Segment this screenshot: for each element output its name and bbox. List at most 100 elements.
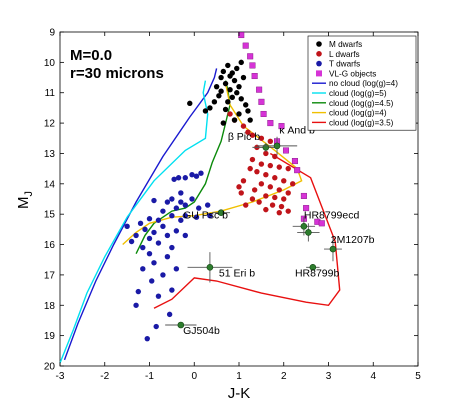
data-point [249, 196, 256, 202]
legend-label: no cloud (log(g)=4) [329, 79, 398, 88]
x-tick-label: 3 [326, 371, 332, 382]
data-point [207, 213, 213, 219]
labeled-object: 2M1207b [324, 234, 375, 262]
data-point [193, 214, 200, 220]
data-point [249, 156, 256, 163]
data-point [164, 253, 171, 260]
data-point [256, 199, 262, 205]
vlg-point [318, 220, 325, 227]
y-tick-label: 19 [44, 331, 56, 342]
labeled-object: 51 Eri b [187, 252, 255, 283]
legend-label: L dwarfs [329, 50, 360, 59]
x-tick-label: 2 [281, 371, 287, 382]
y-tick-label: 10 [44, 58, 56, 69]
data-point [135, 288, 142, 295]
data-point [227, 111, 233, 117]
vlg-point [294, 167, 301, 174]
data-point [187, 100, 193, 107]
x-tick-label: -2 [100, 371, 109, 382]
vlg-point [303, 205, 310, 212]
labeled-object: GU Psc b [183, 209, 231, 222]
data-point [276, 209, 282, 216]
vlg-point [256, 86, 263, 93]
data-point [151, 229, 157, 236]
legend-entry: M dwarfs [316, 40, 362, 49]
object-label: GU Psc b [183, 210, 228, 222]
data-point [182, 202, 188, 208]
vlg-point [251, 73, 258, 80]
data-point [160, 223, 166, 230]
legend-label: cloud (log(g)=3.5) [329, 118, 394, 127]
labeled-object: HR8799ecd [292, 210, 360, 236]
vlg-point [291, 158, 298, 165]
data-point [276, 164, 282, 170]
data-point [178, 199, 184, 205]
data-point [155, 217, 162, 223]
legend-label: VL-G objects [329, 69, 376, 78]
data-point [240, 74, 247, 81]
data-point [234, 90, 240, 96]
data-point [146, 250, 153, 257]
data-point [247, 117, 253, 123]
data-point [285, 165, 291, 172]
data-point [222, 106, 229, 113]
data-point [245, 108, 251, 114]
data-point [272, 175, 278, 181]
data-point [149, 278, 155, 284]
data-point [247, 165, 253, 172]
y-tick-label: 14 [44, 179, 56, 190]
data-point [236, 83, 242, 90]
legend-label: cloud (log(g)=5) [329, 89, 387, 98]
x-tick-label: -1 [145, 371, 154, 382]
vlg-point [247, 53, 254, 60]
object-marker [309, 264, 317, 271]
vlg-point [242, 42, 249, 49]
y-tick-label: 16 [44, 240, 56, 251]
object-label: GJ504b [183, 325, 220, 337]
data-point [263, 193, 269, 199]
y-tick-label: 15 [44, 210, 56, 221]
data-point [175, 175, 182, 181]
vlg-point [282, 147, 289, 154]
y-tick-label: 17 [44, 270, 56, 281]
data-point [202, 108, 209, 114]
labeled-objects: β Pic b κ And b GU Psc b HR8799ecd 2M1207b HR… [165, 125, 375, 337]
data-point [189, 196, 195, 202]
data-point [142, 226, 148, 233]
data-point [218, 88, 224, 94]
data-point [267, 138, 274, 145]
data-point [238, 59, 244, 66]
y-tick-label: 20 [44, 362, 56, 373]
data-point [189, 172, 195, 178]
legend-entry: cloud (log(g)=5) [312, 89, 387, 98]
data-point [272, 194, 278, 201]
data-point [213, 83, 220, 90]
y-tick-label: 12 [44, 119, 56, 130]
data-point [211, 99, 218, 105]
data-point [222, 80, 229, 87]
data-point [263, 150, 269, 157]
data-point [137, 220, 144, 226]
data-point [169, 287, 175, 293]
data-point [243, 102, 249, 108]
x-tick-label: 4 [370, 371, 376, 382]
model-track-0 [63, 68, 218, 361]
data-point [155, 293, 162, 299]
model-tracks [59, 68, 341, 364]
data-point [216, 93, 222, 99]
legend-label: cloud (log(g)=4) [329, 109, 387, 118]
data-point [227, 86, 233, 93]
data-point [251, 187, 258, 193]
object-label: 51 Eri b [219, 267, 255, 279]
data-point [178, 217, 184, 223]
annotation-line-2: r=30 microns [70, 65, 164, 82]
data-point [151, 197, 157, 204]
data-point [173, 266, 180, 272]
data-point [225, 99, 231, 105]
legend-entry: L dwarfs [316, 50, 360, 59]
data-point [182, 213, 188, 219]
legend-entry: VL-G objects [316, 69, 376, 78]
data-point [169, 244, 175, 251]
labeled-object: HR8799b [295, 264, 339, 279]
